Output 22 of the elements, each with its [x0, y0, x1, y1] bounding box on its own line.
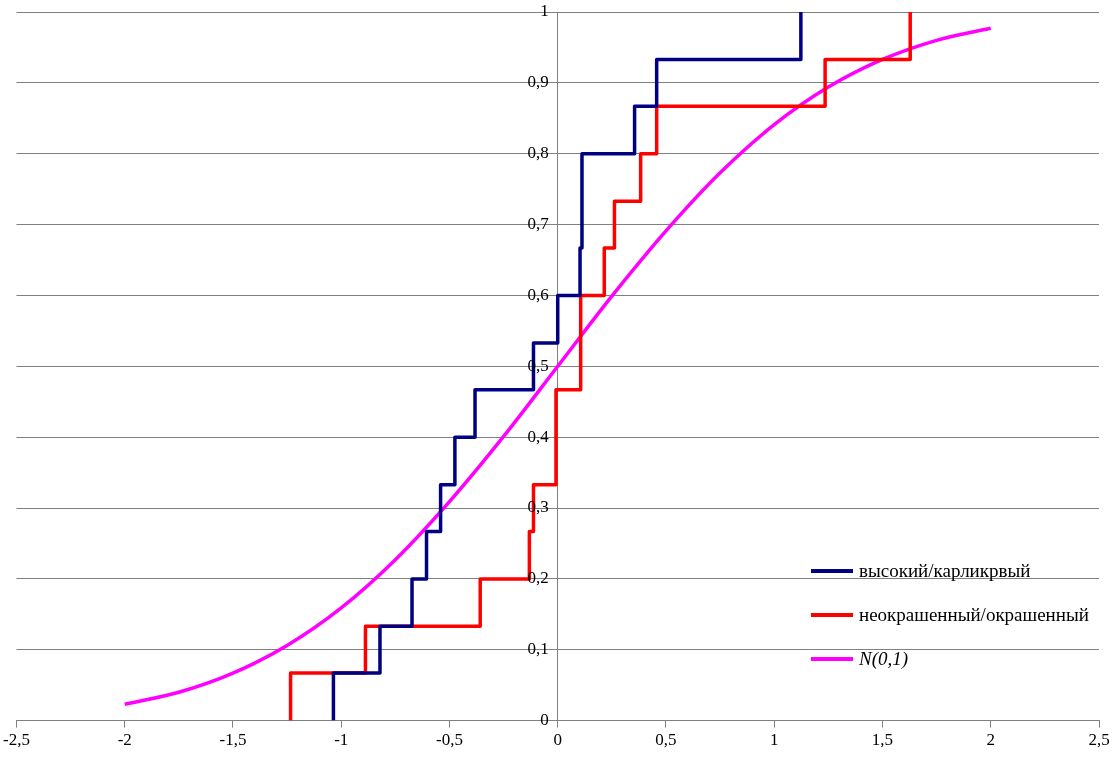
legend-label: высокий/карликрвый	[859, 559, 1031, 582]
x-tick-label: -2,5	[2, 730, 30, 750]
y-tick-label: 0,2	[527, 568, 549, 588]
legend-label: неокрашенный/окрашенный	[859, 603, 1089, 626]
y-tick-label: 0	[540, 710, 549, 730]
x-tick-label: 0,5	[655, 730, 677, 750]
y-tick-label: 0,4	[527, 426, 550, 446]
y-tick-label: 1	[540, 1, 549, 21]
x-tick-label: -2	[117, 730, 132, 750]
x-tick-label: -1,5	[219, 730, 247, 750]
x-tick-label: 1	[769, 730, 779, 750]
x-tick-label: -0,5	[436, 730, 463, 750]
y-tick-label: 0,6	[527, 284, 549, 304]
x-tick-label: 1,5	[871, 730, 894, 750]
x-tick-label: 2	[986, 730, 995, 750]
x-tick-label: 2,5	[1088, 730, 1110, 750]
y-tick-label: 0,8	[527, 143, 549, 163]
y-tick-label: 0,1	[527, 639, 549, 659]
legend-label: N(0,1)	[859, 647, 909, 670]
y-tick-label: 0,7	[527, 214, 550, 234]
x-tick-label: -1	[334, 730, 349, 750]
y-tick-label: 0,9	[527, 72, 549, 92]
